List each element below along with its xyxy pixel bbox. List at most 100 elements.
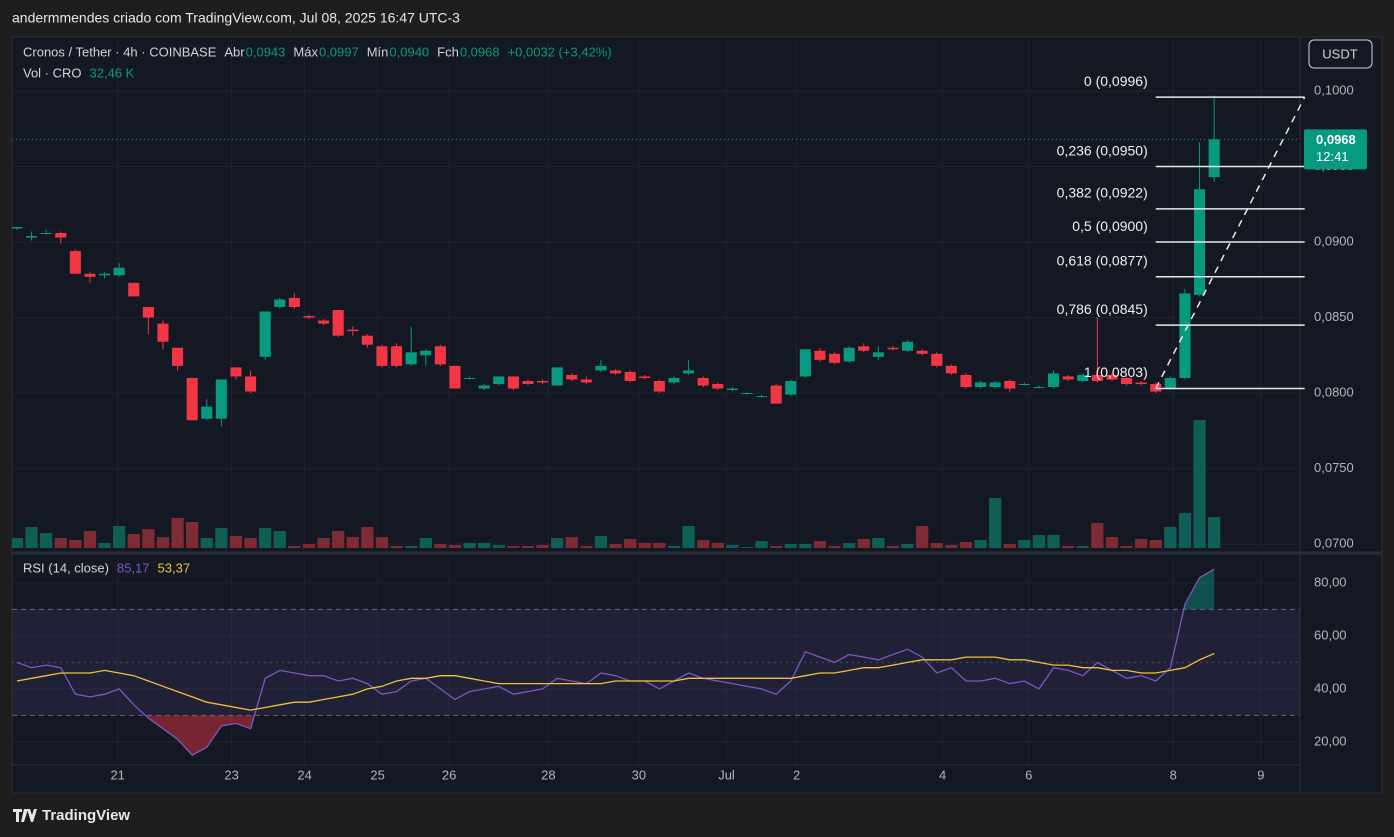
volume-bar	[945, 545, 958, 548]
x-tick-label: 6	[1025, 767, 1032, 782]
candle-body	[624, 371, 636, 381]
volume-bar	[901, 544, 914, 548]
volume-bar	[259, 528, 272, 548]
candle-body	[1135, 382, 1147, 385]
volume-bar	[156, 537, 170, 548]
volume-bar	[799, 544, 812, 548]
volume-bar	[171, 518, 184, 548]
candle-body	[493, 376, 505, 385]
x-tick-label: 8	[1170, 767, 1177, 782]
rsi-tick-label: 60,00	[1314, 627, 1347, 642]
volume-bar	[580, 546, 593, 548]
volume-bar	[609, 544, 622, 548]
volume-bar	[828, 546, 841, 548]
candle-body	[1208, 139, 1220, 178]
volume-bar	[142, 529, 155, 548]
candle-body	[332, 310, 344, 336]
volume-bar	[1120, 546, 1133, 548]
legend-text: Abr	[224, 44, 245, 59]
currency-button[interactable]	[1308, 39, 1373, 69]
volume-bar	[40, 533, 53, 548]
candle-body	[697, 377, 709, 386]
candle-body	[843, 347, 855, 362]
candle-body	[274, 299, 286, 307]
y-tick-label: 0,0850	[1314, 309, 1354, 324]
candle-body	[215, 379, 227, 419]
candle-body	[785, 380, 797, 395]
x-tick-label: 4	[939, 767, 946, 782]
candle-body	[172, 347, 184, 366]
volume-bar	[1091, 523, 1104, 548]
candle-body	[1004, 380, 1016, 389]
volume-bar	[1076, 546, 1089, 548]
volume-bar	[448, 545, 462, 548]
legend-text: 0,0940	[389, 44, 429, 59]
volume-bar	[959, 542, 973, 548]
volume-bar	[726, 545, 739, 548]
price-pane	[12, 95, 1300, 548]
candle-body	[434, 346, 446, 365]
volume-bar	[1193, 420, 1206, 548]
candle-body	[507, 376, 519, 389]
candle-body	[405, 352, 417, 365]
volume-bar	[667, 546, 681, 548]
volume-bar	[405, 546, 418, 548]
y-tick-label: 0,1000	[1314, 82, 1354, 97]
volume-bar	[740, 547, 754, 548]
legend-text: +0,0032 (+3,42%)	[508, 44, 612, 59]
candle-body	[887, 347, 899, 350]
volume-bar	[229, 536, 243, 548]
brand-logo	[13, 809, 37, 822]
candle-body	[945, 365, 957, 374]
volume-bar	[653, 543, 666, 548]
fib-label: 0,786 (0,0845)	[1057, 301, 1148, 317]
volume-bar	[521, 546, 535, 548]
y-tick-label: 0,0800	[1314, 385, 1354, 400]
x-tick-label: 25	[370, 767, 384, 782]
volume-bar	[872, 538, 885, 548]
candle-body	[478, 385, 490, 389]
volume-bar	[434, 544, 447, 548]
candle-body	[551, 367, 563, 386]
volume-bar	[288, 546, 301, 548]
volume-bar	[12, 538, 24, 548]
x-tick-label: 21	[110, 767, 124, 782]
volume-bar	[784, 544, 797, 548]
candle-body	[566, 374, 578, 380]
volume-bar	[565, 537, 578, 548]
candle-body	[464, 377, 476, 379]
x-tick-label: 2	[793, 767, 800, 782]
candle-body	[303, 316, 315, 318]
currency[interactable]: USDT	[1322, 46, 1357, 61]
legend-text: 0,0943	[246, 44, 286, 59]
candle-body	[420, 350, 432, 356]
candle-body	[931, 353, 943, 366]
overbought-fill	[1183, 569, 1215, 610]
candle-body	[858, 346, 870, 351]
candle-body	[770, 385, 782, 404]
volume-bar	[813, 541, 827, 548]
volume-bar	[113, 526, 126, 548]
fib-label: 0,618 (0,0877)	[1057, 252, 1148, 268]
rsi-line	[16, 652, 1215, 711]
candle-body	[113, 267, 125, 276]
x-tick-label: 28	[541, 767, 555, 782]
candle-body	[157, 323, 169, 342]
candle-body	[391, 346, 403, 366]
last-price-label: 0,0968	[1316, 132, 1356, 147]
logo-mark	[13, 809, 37, 822]
candle-body	[142, 306, 154, 318]
candle-body	[975, 382, 987, 388]
rsi-tick-label: 80,00	[1314, 574, 1347, 589]
candle-body	[1091, 374, 1103, 381]
candle-body	[376, 346, 388, 366]
x-tick-label: 26	[442, 767, 456, 782]
x-tick-label: Jul	[718, 767, 735, 782]
volume-bar	[1105, 537, 1119, 548]
volume-bar	[711, 543, 724, 548]
candle-body	[989, 382, 1001, 388]
attribution: andermmendes criado com TradingView.com,…	[12, 10, 460, 26]
candle-body	[69, 251, 81, 274]
volume-bar	[1018, 540, 1031, 548]
